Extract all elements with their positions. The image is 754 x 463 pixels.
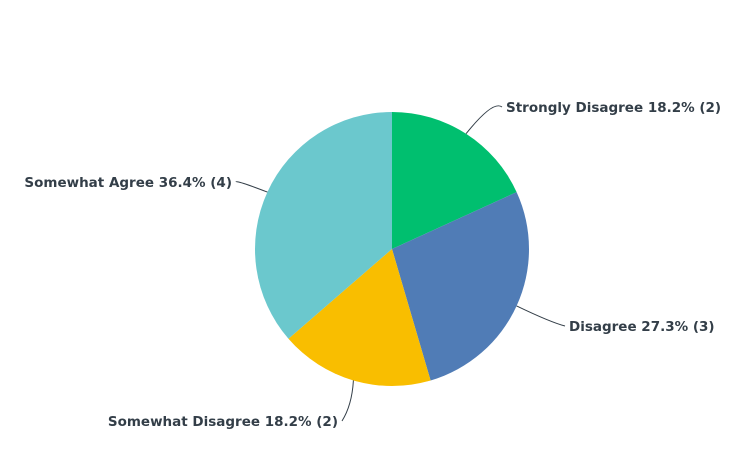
- pie-slice-somewhat-agree: [255, 112, 392, 339]
- slice-label: Somewhat Agree 36.4% (4): [24, 175, 232, 191]
- pie-slice-disagree: [392, 192, 529, 381]
- leader-line: [465, 105, 503, 135]
- leader-line: [341, 380, 354, 422]
- pie-slice-strongly-disagree: [392, 112, 517, 249]
- pie-slice-somewhat-disagree: [288, 249, 431, 386]
- slice-label: Strongly Disagree 18.2% (2): [506, 100, 721, 116]
- slice-label: Somewhat Disagree 18.2% (2): [108, 414, 338, 430]
- slice-label: Disagree 27.3% (3): [569, 319, 715, 335]
- leader-line: [516, 305, 566, 327]
- leader-line: [235, 181, 268, 193]
